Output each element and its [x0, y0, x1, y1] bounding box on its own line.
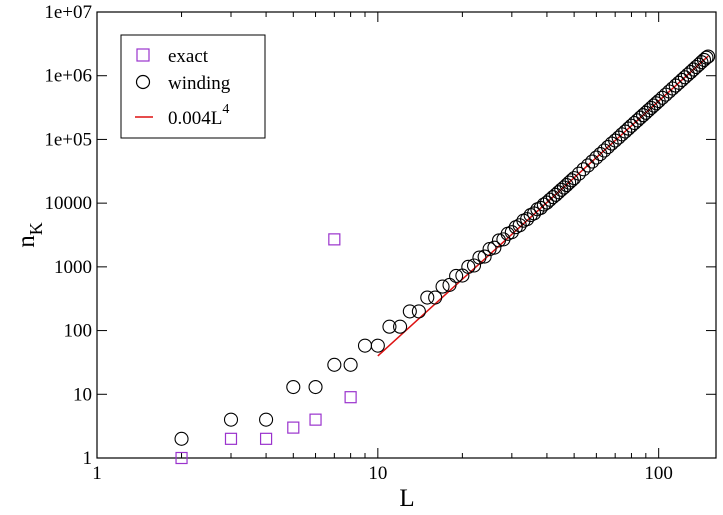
winding-point	[585, 154, 600, 169]
legend-label-fit: 0.004L4	[168, 102, 229, 129]
winding-point	[680, 67, 695, 82]
winding-point	[491, 233, 507, 248]
winding-point	[641, 103, 656, 118]
legend-label-fit-main: 0.004L	[168, 108, 222, 129]
winding-point	[689, 59, 704, 75]
winding-point	[627, 115, 642, 131]
winding-point	[308, 379, 323, 395]
winding-point	[402, 304, 417, 319]
winding-point	[442, 277, 457, 293]
x-tick-label: 100	[644, 463, 673, 484]
legend-marker-exact	[136, 48, 150, 62]
axis-ticks	[96, 11, 716, 459]
winding-point	[593, 146, 608, 162]
y-tick-label: 1e+07	[44, 2, 92, 23]
winding-point	[589, 150, 604, 165]
x-tick-label: 10	[368, 463, 387, 484]
winding-point	[567, 171, 582, 186]
exact-point	[259, 432, 273, 445]
y-tick-label: 10	[73, 384, 92, 405]
plot-frame	[96, 11, 717, 459]
exact-point	[344, 391, 357, 404]
legend: exact winding 0.004L4	[120, 34, 266, 139]
winding-point	[638, 105, 653, 120]
winding-point	[477, 249, 492, 264]
winding-point	[556, 180, 572, 195]
winding-point	[466, 258, 482, 273]
data-points	[174, 49, 716, 465]
winding-point	[487, 240, 502, 255]
y-tick-label: 1e+06	[44, 66, 92, 87]
y-tick-label: 100	[64, 321, 93, 342]
winding-point	[636, 108, 651, 123]
y-axis-label-main: n	[13, 235, 40, 248]
winding-point	[428, 290, 443, 305]
y-axis-label-sub: K	[26, 222, 46, 235]
x-tick-label: 1	[92, 463, 102, 484]
winding-point	[691, 57, 706, 72]
winding-point	[174, 431, 189, 446]
winding-point	[699, 50, 714, 65]
winding-point	[633, 110, 648, 125]
winding-point	[683, 65, 698, 80]
winding-point	[357, 338, 373, 353]
winding-point	[630, 113, 645, 128]
legend-label-fit-exponent: 4	[222, 102, 229, 117]
winding-point	[343, 357, 358, 372]
exact-point	[328, 233, 341, 246]
legend-label-winding: winding	[168, 73, 231, 94]
y-axis-label: nK	[13, 222, 46, 248]
winding-point	[646, 98, 661, 113]
winding-point	[576, 162, 591, 177]
winding-point	[562, 175, 577, 190]
winding-point	[551, 185, 566, 200]
winding-point	[701, 49, 716, 64]
winding-point	[571, 166, 586, 181]
winding-point	[420, 290, 435, 305]
exact-point	[175, 451, 188, 465]
legend-label-exact: exact	[168, 46, 209, 67]
y-tick-label: 10000	[45, 193, 93, 214]
winding-point	[686, 62, 701, 77]
y-tick-label: 1000	[54, 257, 92, 278]
winding-point	[382, 319, 397, 334]
winding-point	[504, 225, 519, 240]
winding-point	[696, 52, 712, 67]
winding-point	[449, 268, 464, 283]
winding-point	[472, 250, 487, 265]
tick-labels: 1 10 100 1 10 100 1000 10000 1e+05 1e+06 1e+07	[44, 2, 673, 484]
winding-point	[554, 182, 569, 197]
winding-point	[393, 319, 408, 334]
x-axis-label: L	[399, 485, 414, 512]
winding-point	[435, 279, 450, 294]
winding-point	[411, 304, 426, 319]
winding-point	[370, 338, 385, 353]
winding-point	[548, 187, 563, 202]
winding-point	[286, 379, 301, 395]
winding-point	[461, 259, 476, 274]
y-tick-label: 1e+05	[44, 129, 92, 150]
legend-box	[120, 34, 266, 139]
winding-point	[545, 190, 560, 205]
svg-text:nK: nK	[13, 222, 46, 248]
winding-point	[580, 158, 596, 173]
winding-point	[259, 412, 274, 427]
exact-point	[309, 413, 322, 426]
exact-point	[224, 432, 238, 445]
winding-point	[677, 70, 692, 85]
legend-marker-winding	[135, 74, 151, 90]
y-tick-label: 1	[83, 448, 93, 469]
exact-point	[287, 421, 300, 434]
winding-point	[223, 412, 239, 427]
winding-point	[327, 357, 342, 372]
